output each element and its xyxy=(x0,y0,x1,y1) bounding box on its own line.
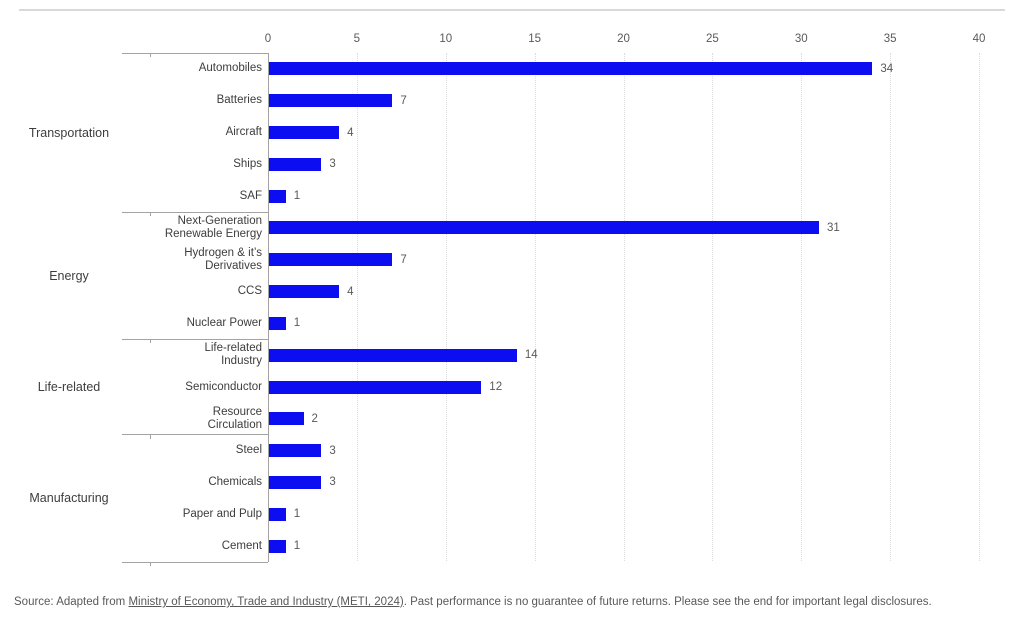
bar-value-label: 4 xyxy=(347,126,354,139)
bar-value-label: 12 xyxy=(489,381,503,394)
group-divider-tick xyxy=(150,53,151,57)
source-text-prefix: Source: Adapted from xyxy=(14,596,129,608)
x-tick-label: 30 xyxy=(794,33,808,45)
category-axis-line xyxy=(268,53,269,562)
bar xyxy=(269,157,322,171)
group-label: Transportation xyxy=(28,125,110,140)
bar xyxy=(269,285,340,299)
group-divider-tick xyxy=(150,562,151,566)
category-label: Cement xyxy=(221,539,262,552)
x-tick-label: 20 xyxy=(617,33,630,45)
bar xyxy=(269,189,286,203)
x-gridline xyxy=(890,53,892,561)
x-tick-label: 5 xyxy=(353,33,361,45)
group-label: Manufacturing xyxy=(29,491,109,506)
category-label: Aircraft xyxy=(225,126,262,139)
category-label: Next-Generation Renewable Energy xyxy=(164,214,262,240)
category-label: SAF xyxy=(239,189,262,202)
category-label: Hydrogen & it’s Derivatives xyxy=(184,246,262,272)
category-label: Nuclear Power xyxy=(186,316,262,329)
category-label: Chemicals xyxy=(208,475,262,488)
bar xyxy=(269,94,393,108)
bar-value-label: 34 xyxy=(880,62,894,75)
group-label: Energy xyxy=(49,268,89,283)
x-gridline xyxy=(445,53,447,561)
x-gridline xyxy=(356,53,358,561)
category-label: Life-related Industry xyxy=(204,342,262,368)
group-label: Life-related xyxy=(37,380,101,395)
bar xyxy=(269,126,340,140)
x-tick-label: 10 xyxy=(439,33,453,45)
x-gridline xyxy=(801,53,803,561)
bar-value-label: 7 xyxy=(400,94,407,107)
source-text-suffix: . Past performance is no guarantee of fu… xyxy=(403,596,932,608)
grouped-bar-chart: 0 5 10 15 20 25 30 35 40 Transportation Automobile… xyxy=(28,33,986,566)
x-gridline xyxy=(712,53,714,561)
category-label: Batteries xyxy=(216,94,262,107)
x-gridline xyxy=(979,53,980,561)
source-note: Source: Adapted from Ministry of Economy… xyxy=(14,590,1014,615)
bar-value-label: 31 xyxy=(827,221,840,234)
group-divider-tick xyxy=(150,212,151,217)
bar-value-label: 7 xyxy=(400,253,407,266)
bar-value-label: 1 xyxy=(293,190,301,203)
x-tick-label: 40 xyxy=(972,33,986,45)
top-divider xyxy=(19,9,1005,11)
group-divider-line xyxy=(122,338,268,340)
bar-value-label: 3 xyxy=(329,444,336,457)
bar xyxy=(269,539,286,553)
bar-value-label: 3 xyxy=(329,476,336,489)
bar xyxy=(269,507,286,521)
bar xyxy=(269,348,517,362)
bar-value-label: 2 xyxy=(311,412,318,425)
category-label: Steel xyxy=(235,444,262,457)
category-label: CCS xyxy=(237,285,262,298)
bar-value-label: 1 xyxy=(293,508,301,521)
x-tick-label: 15 xyxy=(528,33,542,45)
x-tick-label: 35 xyxy=(883,33,897,45)
category-label: Paper and Pulp xyxy=(182,507,262,520)
bar xyxy=(269,316,286,330)
category-label: Ships xyxy=(233,157,262,170)
bar xyxy=(269,62,873,76)
x-tick-label: 0 xyxy=(264,33,272,45)
category-label: Resource Circulation xyxy=(207,405,262,431)
group-divider-tick xyxy=(150,434,151,439)
bar xyxy=(269,380,482,394)
bar xyxy=(269,221,820,235)
category-label: Semiconductor xyxy=(185,380,262,393)
x-gridline xyxy=(534,53,536,561)
x-tick-label: 25 xyxy=(705,33,719,45)
bar-value-label: 14 xyxy=(524,349,538,362)
group-divider-tick xyxy=(150,339,151,344)
bar-value-label: 4 xyxy=(347,285,354,298)
group-divider-line xyxy=(122,211,268,213)
category-label: Automobiles xyxy=(198,62,262,75)
group-divider-line xyxy=(122,434,268,436)
group-divider-line xyxy=(122,561,268,563)
x-gridline xyxy=(623,53,625,561)
bar xyxy=(269,253,393,267)
bar xyxy=(269,475,322,489)
bar-value-label: 3 xyxy=(329,158,336,171)
bar-value-label: 1 xyxy=(293,317,301,330)
source-link[interactable]: Ministry of Economy, Trade and Industry … xyxy=(128,596,404,608)
bar xyxy=(269,412,304,426)
bar-value-label: 1 xyxy=(293,540,301,553)
bar xyxy=(269,444,322,458)
group-divider-line xyxy=(122,52,268,54)
